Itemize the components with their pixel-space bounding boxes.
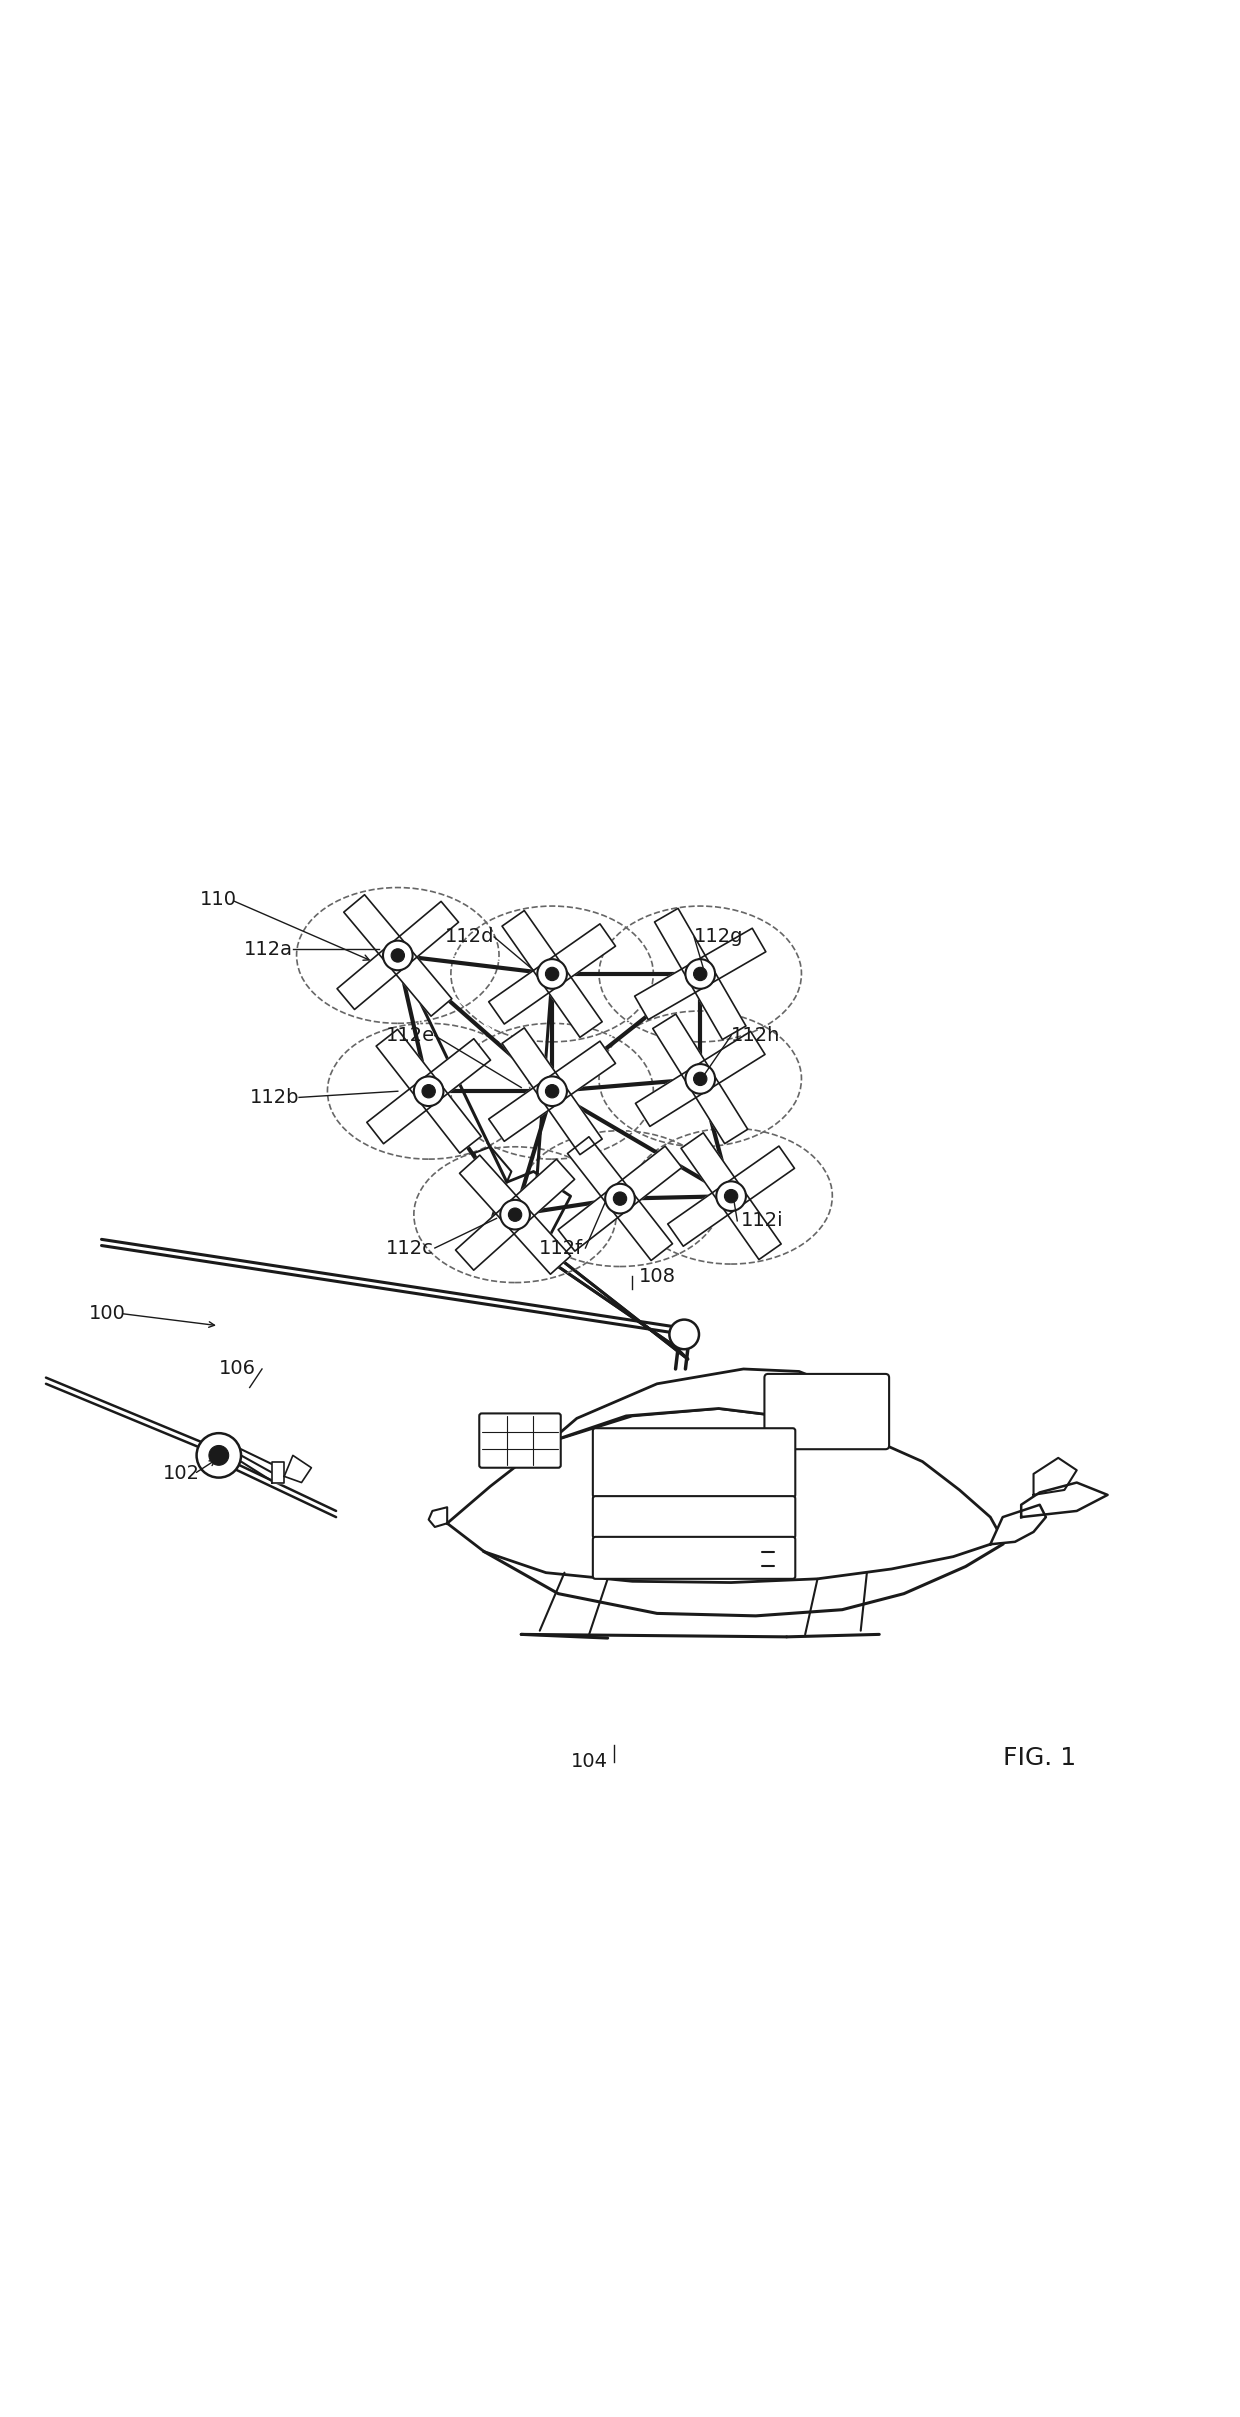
Text: 112f: 112f	[538, 1238, 583, 1257]
Text: 100: 100	[89, 1303, 126, 1322]
Polygon shape	[489, 1080, 560, 1141]
Polygon shape	[693, 928, 766, 986]
Text: 112c: 112c	[386, 1238, 434, 1257]
Circle shape	[717, 1182, 746, 1211]
Polygon shape	[284, 1455, 311, 1482]
Polygon shape	[420, 1039, 491, 1102]
Circle shape	[537, 960, 567, 989]
Text: 110: 110	[201, 889, 237, 909]
Polygon shape	[558, 1187, 629, 1252]
Polygon shape	[389, 902, 459, 967]
Polygon shape	[337, 945, 407, 1010]
Polygon shape	[1022, 1482, 1107, 1518]
Text: 112a: 112a	[244, 940, 293, 960]
Polygon shape	[635, 1068, 708, 1126]
Circle shape	[546, 967, 559, 981]
Circle shape	[508, 1208, 522, 1221]
Text: 112e: 112e	[386, 1027, 435, 1044]
Polygon shape	[448, 1523, 1003, 1617]
Polygon shape	[502, 1027, 563, 1100]
Circle shape	[197, 1433, 241, 1477]
Polygon shape	[1033, 1457, 1076, 1494]
Polygon shape	[490, 1172, 570, 1242]
FancyBboxPatch shape	[593, 1537, 795, 1578]
FancyBboxPatch shape	[480, 1414, 560, 1467]
Polygon shape	[667, 1184, 739, 1247]
Polygon shape	[723, 1146, 795, 1206]
Polygon shape	[720, 1189, 781, 1259]
Polygon shape	[693, 1032, 765, 1090]
Polygon shape	[272, 1462, 284, 1482]
Polygon shape	[544, 923, 615, 986]
Circle shape	[546, 1085, 559, 1097]
Text: 108: 108	[639, 1267, 676, 1286]
Circle shape	[537, 1076, 567, 1107]
Polygon shape	[611, 1146, 682, 1208]
Polygon shape	[533, 1368, 867, 1455]
Text: 112h: 112h	[732, 1027, 780, 1044]
Polygon shape	[460, 1155, 526, 1223]
Polygon shape	[568, 1136, 631, 1206]
Text: 112g: 112g	[694, 928, 744, 947]
Text: 112d: 112d	[445, 928, 495, 947]
Circle shape	[208, 1445, 228, 1465]
Polygon shape	[489, 962, 560, 1025]
Circle shape	[614, 1192, 626, 1206]
Circle shape	[383, 940, 413, 969]
Circle shape	[686, 960, 715, 989]
Circle shape	[693, 1073, 707, 1085]
FancyBboxPatch shape	[764, 1373, 889, 1450]
Polygon shape	[455, 1204, 525, 1271]
Polygon shape	[652, 1015, 712, 1085]
Circle shape	[605, 1184, 635, 1213]
Circle shape	[693, 967, 707, 981]
Text: 112b: 112b	[249, 1088, 299, 1107]
Text: 112i: 112i	[740, 1211, 784, 1230]
Circle shape	[500, 1199, 529, 1230]
Polygon shape	[609, 1189, 672, 1262]
Polygon shape	[688, 1071, 748, 1143]
Polygon shape	[991, 1506, 1045, 1544]
Text: 106: 106	[218, 1358, 255, 1378]
Circle shape	[391, 950, 404, 962]
Polygon shape	[418, 1083, 481, 1153]
Polygon shape	[502, 911, 563, 981]
Polygon shape	[475, 1146, 511, 1206]
FancyBboxPatch shape	[593, 1428, 795, 1499]
Polygon shape	[448, 1409, 1003, 1583]
Polygon shape	[367, 1080, 436, 1143]
Polygon shape	[506, 1160, 574, 1225]
Polygon shape	[681, 1134, 743, 1204]
Polygon shape	[429, 1508, 448, 1528]
Polygon shape	[376, 1030, 439, 1100]
Circle shape	[670, 1320, 699, 1349]
Polygon shape	[655, 909, 712, 981]
Polygon shape	[527, 1245, 688, 1358]
Polygon shape	[688, 967, 746, 1039]
Polygon shape	[544, 1042, 615, 1102]
Polygon shape	[541, 967, 603, 1037]
Text: FIG. 1: FIG. 1	[1003, 1745, 1076, 1769]
Polygon shape	[505, 1206, 570, 1274]
Polygon shape	[387, 947, 451, 1015]
Circle shape	[686, 1063, 715, 1095]
Polygon shape	[635, 962, 707, 1020]
Text: 104: 104	[570, 1752, 608, 1772]
Circle shape	[724, 1189, 738, 1204]
Text: 102: 102	[164, 1465, 201, 1484]
FancyBboxPatch shape	[593, 1496, 795, 1537]
Circle shape	[422, 1085, 435, 1097]
Circle shape	[414, 1076, 444, 1107]
Polygon shape	[343, 894, 408, 964]
Polygon shape	[541, 1083, 603, 1155]
